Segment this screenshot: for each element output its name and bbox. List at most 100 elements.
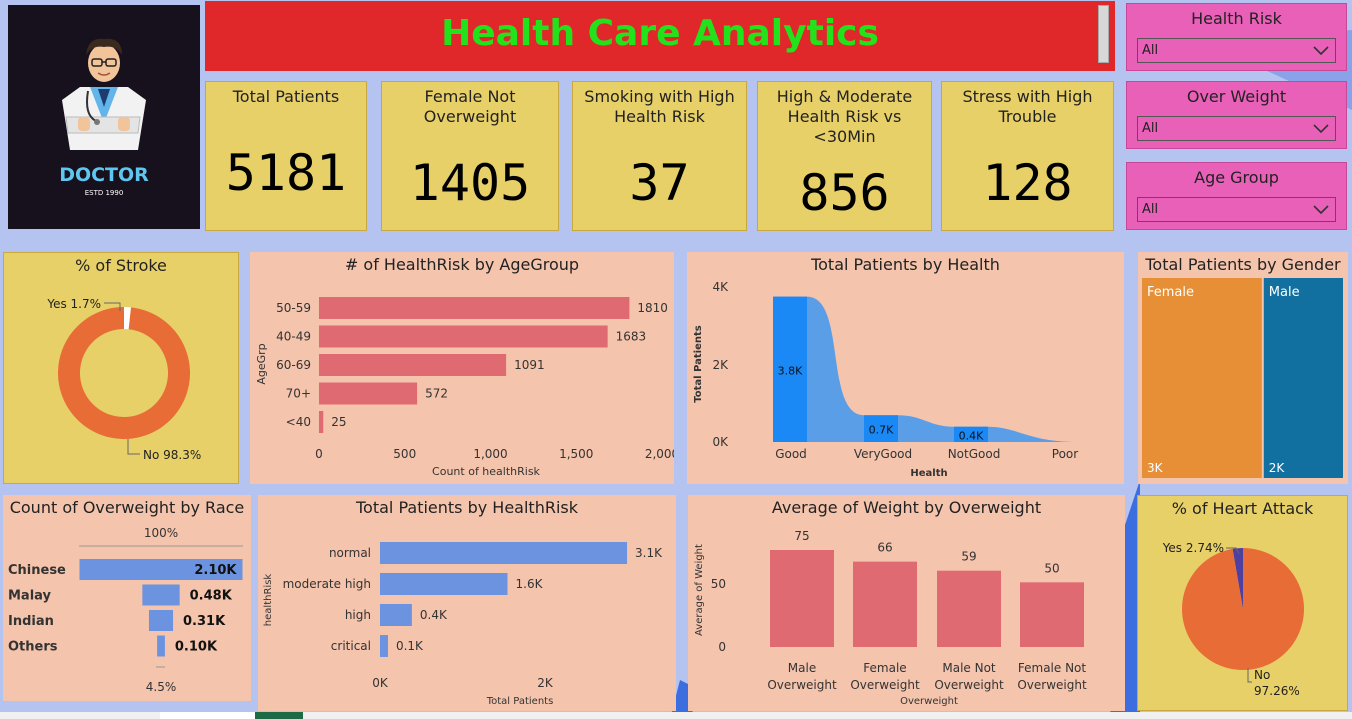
over-weight-dropdown[interactable]: All bbox=[1137, 116, 1336, 141]
weight-column-chart: 75 Male Overweight 66 Female Overweight 59 Male… bbox=[694, 529, 1087, 707]
x-tick-label: Overweight bbox=[934, 678, 1004, 692]
data-label: 0.10K bbox=[175, 640, 218, 655]
chart-title: Total Patients by Gender bbox=[1145, 255, 1341, 274]
leader-line-no bbox=[1247, 668, 1252, 683]
data-label: 0.1K bbox=[396, 639, 424, 653]
logo-subtitle: ESTD 1990 bbox=[85, 189, 124, 197]
data-label: 50 bbox=[1044, 561, 1059, 575]
x-tick-label: VeryGood bbox=[854, 447, 912, 461]
race-funnel-chart: 100% Chinese 2.10K Malay 0.48K Indian 0.31K Oth… bbox=[8, 526, 243, 694]
x-tick-label: 1,000 bbox=[473, 447, 507, 461]
title-bar: Health Care Analytics bbox=[205, 1, 1115, 71]
bar-high bbox=[380, 604, 412, 626]
dropdown-value: All bbox=[1142, 43, 1159, 58]
data-label: 0.31K bbox=[183, 614, 226, 629]
stroke-chart-panel: % of Stroke Yes 1.7% No 98.3% bbox=[3, 252, 239, 484]
category-label: <40 bbox=[286, 415, 311, 429]
data-label: 3K bbox=[1147, 461, 1164, 475]
dropdown-value: All bbox=[1142, 202, 1159, 217]
x-tick-label: Good bbox=[775, 447, 807, 461]
chart-title: Total Patients by Health bbox=[811, 255, 1000, 274]
bar-<40 bbox=[319, 411, 324, 433]
age-group-dropdown[interactable]: All bbox=[1137, 197, 1336, 222]
slicer-health-risk: Health Risk All bbox=[1126, 3, 1347, 71]
y-axis-label: AgeGrp bbox=[255, 343, 268, 384]
data-label: 572 bbox=[425, 387, 448, 401]
gender-chart-panel: Total Patients by Gender Female 3K Male 2K bbox=[1138, 252, 1348, 484]
x-axis-label: Health bbox=[910, 468, 947, 479]
x-tick-label: Poor bbox=[1052, 447, 1078, 461]
data-label: 3.8K bbox=[778, 364, 803, 377]
column-3 bbox=[1020, 582, 1084, 647]
gender-treemap: Female 3K Male 2K bbox=[1142, 278, 1343, 478]
race-chart-panel: Count of Overweight by Race 100% Chinese 2… bbox=[3, 495, 251, 701]
kpi-high-moderate-risk: High & Moderate Health Risk vs <30Min 85… bbox=[757, 81, 932, 231]
x-axis-label: Overweight bbox=[900, 696, 958, 707]
heart-attack-chart-panel: % of Heart Attack Yes 2.74% No 97.26% bbox=[1137, 495, 1348, 711]
y-tick-label: 50 bbox=[711, 577, 726, 591]
heart-slice-no bbox=[1182, 548, 1304, 670]
x-tick-label: 0 bbox=[315, 447, 323, 461]
x-tick-label: Female bbox=[863, 661, 906, 675]
data-label: 0.4K bbox=[959, 429, 984, 442]
stroke-donut-chart: Yes 1.7% No 98.3% bbox=[46, 297, 201, 462]
leader-line-yes bbox=[104, 302, 121, 311]
bar-50-59 bbox=[319, 297, 630, 319]
slicer-label: Over Weight bbox=[1186, 87, 1287, 106]
category-label: Chinese bbox=[8, 563, 66, 578]
chart-title: Average of Weight by Overweight bbox=[771, 498, 1042, 517]
data-label: 66 bbox=[877, 541, 892, 555]
category-label: critical bbox=[331, 639, 371, 653]
treemap-tile-female bbox=[1142, 278, 1262, 478]
data-label: 75 bbox=[794, 529, 809, 543]
heart-label-yes: Yes 2.74% bbox=[1162, 541, 1224, 555]
y-tick-label: 0 bbox=[718, 640, 726, 654]
data-label: 0.48K bbox=[190, 589, 233, 604]
health-column-VeryGood bbox=[864, 415, 898, 442]
bar-60-69 bbox=[319, 354, 507, 376]
weight-chart-panel: Average of Weight by Overweight 75 Male Ov… bbox=[688, 495, 1125, 711]
x-tick-label: Male bbox=[788, 661, 816, 675]
stroke-slice-no bbox=[58, 307, 191, 439]
stroke-slice-yes bbox=[124, 307, 132, 330]
data-label: 3.1K bbox=[635, 546, 663, 560]
data-label: 2K bbox=[1269, 461, 1286, 475]
x-tick-label: Male Not bbox=[942, 661, 996, 675]
y-axis-label: Total Patients bbox=[693, 325, 704, 402]
column-0 bbox=[770, 550, 834, 647]
category-label: Female bbox=[1147, 285, 1194, 300]
bar-moderate-high bbox=[380, 573, 508, 595]
health-column-Good bbox=[773, 296, 807, 442]
agegroup-bar-chart: 50-59 1810 40-49 1683 60-69 1091 70+ 572 <40 25 0 5… bbox=[255, 297, 674, 478]
kpi-value: 128 bbox=[982, 154, 1073, 212]
kpi-label: Total Patients bbox=[232, 87, 340, 106]
data-label: 1810 bbox=[637, 301, 668, 315]
doctor-logo: DOCTOR ESTD 1990 bbox=[8, 5, 200, 229]
chart-title: Total Patients by HealthRisk bbox=[356, 498, 578, 517]
data-label: 0.4K bbox=[420, 608, 448, 622]
health-risk-dropdown[interactable]: All bbox=[1137, 38, 1336, 63]
category-label: 70+ bbox=[286, 387, 311, 401]
funnel-bar-chinese bbox=[79, 559, 243, 580]
health-column-NotGood bbox=[954, 426, 988, 442]
kpi-value: 5181 bbox=[225, 144, 347, 202]
x-tick-label: Overweight bbox=[1017, 678, 1087, 692]
y-tick-label: 2K bbox=[712, 358, 729, 372]
scroll-handle[interactable] bbox=[1098, 5, 1109, 63]
y-axis-label: Average of Weight bbox=[694, 544, 705, 636]
chart-title: # of HealthRisk by AgeGroup bbox=[344, 255, 580, 274]
y-tick-label: 4K bbox=[712, 280, 729, 294]
category-label: normal bbox=[329, 546, 371, 560]
category-label: 40-49 bbox=[276, 330, 311, 344]
page-title: Health Care Analytics bbox=[441, 13, 879, 54]
slicer-age-group: Age Group All bbox=[1126, 162, 1347, 230]
funnel-bar-indian bbox=[148, 610, 174, 631]
health-chart-panel: Total Patients by Health 3.8K 0.7K 0.4K Goo… bbox=[687, 252, 1124, 484]
x-tick-label: Overweight bbox=[850, 678, 920, 692]
agegroup-chart-panel: # of HealthRisk by AgeGroup 50-59 1810 40-… bbox=[250, 252, 674, 484]
kpi-value: 37 bbox=[629, 154, 690, 212]
kpi-value: 856 bbox=[799, 164, 890, 222]
chart-title: % of Heart Attack bbox=[1171, 499, 1314, 518]
data-label: 1091 bbox=[514, 358, 545, 372]
kpi-female-not-overweight: Female Not Overweight 1405 bbox=[381, 81, 559, 231]
